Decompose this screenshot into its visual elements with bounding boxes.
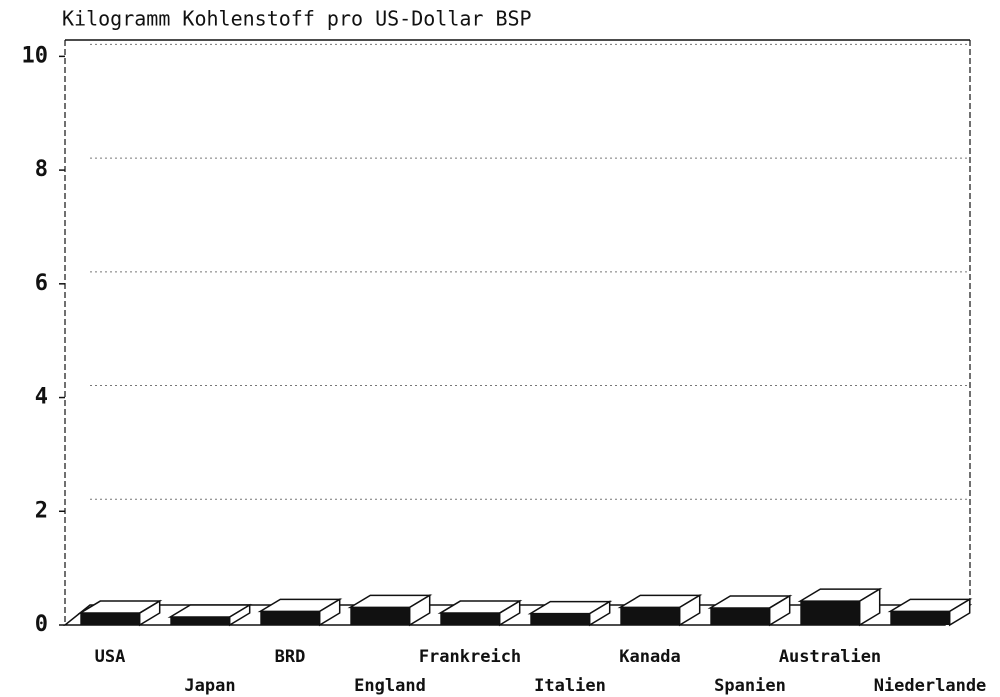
x-tick-label: Italien (534, 676, 606, 696)
bar-side (318, 598, 341, 627)
bar (620, 607, 680, 625)
x-tick-label: Frankreich (419, 647, 521, 667)
x-tick-label: England (354, 676, 426, 696)
bar (350, 607, 410, 625)
y-tick-label: 6 (35, 271, 48, 296)
bar (260, 611, 320, 625)
y-tick-label: 4 (35, 385, 48, 410)
bar (890, 611, 950, 625)
bar (80, 613, 140, 625)
y-tick-label: 0 (35, 612, 48, 637)
bar (170, 617, 230, 625)
chart-title: Kilogramm Kohlenstoff pro US-Dollar BSP (62, 7, 532, 31)
bar-side (498, 599, 521, 627)
y-tick-label: 10 (22, 43, 49, 68)
bar (710, 607, 770, 625)
x-tick-label: Spanien (714, 676, 786, 696)
x-tick-label: USA (95, 647, 126, 667)
bar (530, 613, 590, 625)
x-tick-label: Australien (779, 647, 881, 667)
y-tick-label: 8 (35, 157, 48, 182)
x-tick-label: BRD (275, 647, 306, 667)
bar (440, 613, 500, 625)
x-tick-label: Japan (184, 676, 235, 696)
x-tick-label: Kanada (619, 647, 680, 667)
bar-side (408, 594, 431, 627)
bar (800, 601, 860, 625)
x-tick-label: Niederlande (874, 676, 987, 696)
y-tick-label: 2 (35, 498, 48, 523)
